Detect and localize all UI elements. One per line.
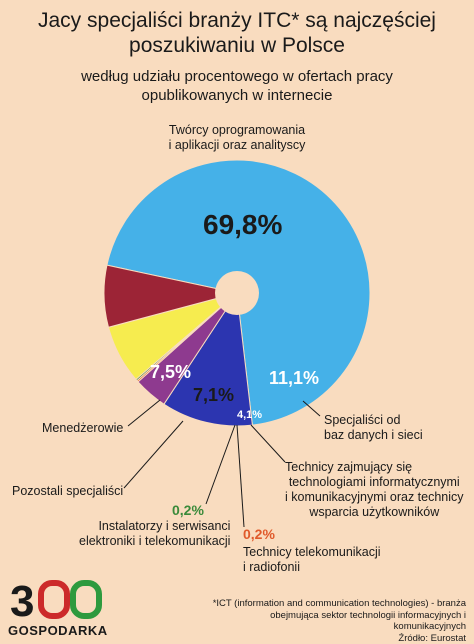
category-label-tele: Technicy telekomunikacji i radiofonii [243,545,381,575]
category-label-poz: Pozostali specjaliści [12,484,123,499]
label-line: elektroniki i telekomunikacji [79,534,230,549]
value-label-tech: 4,1% [237,409,262,421]
footnote-line: obejmująca sektor technologii informacyj… [206,610,466,633]
label-line: baz danych i sieci [324,428,423,443]
logo-name: GOSPODARKA [8,623,108,638]
footnote-line: *ICT (information and communication tech… [206,598,466,610]
value-label-men: 7,5% [150,362,191,383]
label-line: i aplikacji oraz analityscy [0,138,474,153]
label-line: wsparcia użytkowników [285,505,464,520]
category-label-inst: Instalatorzy i serwisanci elektroniki i … [79,519,230,549]
logo-300-icon: 3 [10,578,110,622]
value-label-tele: 0,2% [243,526,275,542]
label-line: Technicy zajmujący się [285,460,464,475]
label-line: Twórcy oprogramowania [0,123,474,138]
value-label-poz: 7,1% [193,385,234,406]
category-label-tworcy: Twórcy oprogramowania i aplikacji oraz a… [0,123,474,153]
label-line: i radiofonii [243,560,381,575]
leader-line-tele [237,425,244,527]
category-label-men: Menedżerowie [42,421,123,436]
footnote-source: Źródło: Eurostat [206,633,466,644]
leader-line-inst [206,425,235,504]
leader-line-men [128,400,160,426]
label-line: Technicy telekomunikacji [243,545,381,560]
footnote: *ICT (information and communication tech… [206,598,466,644]
leader-line-tech [251,425,285,462]
value-label-tworcy: 69,8% [203,209,282,241]
svg-text:3: 3 [10,578,34,622]
label-line: Specjaliści od [324,413,423,428]
category-label-tech: Technicy zajmujący się technologiami inf… [285,460,464,520]
value-label-baz: 11,1% [269,368,319,389]
label-line: Instalatorzy i serwisanci [79,519,230,534]
leader-line-poz [124,421,183,488]
donut-hole [215,271,259,315]
label-line: i komunikacyjnymi oraz technicy [285,490,464,505]
label-line: technologiami informatycznymi [285,475,464,490]
category-label-baz: Specjaliści od baz danych i sieci [324,413,423,443]
value-label-inst: 0,2% [172,502,204,518]
